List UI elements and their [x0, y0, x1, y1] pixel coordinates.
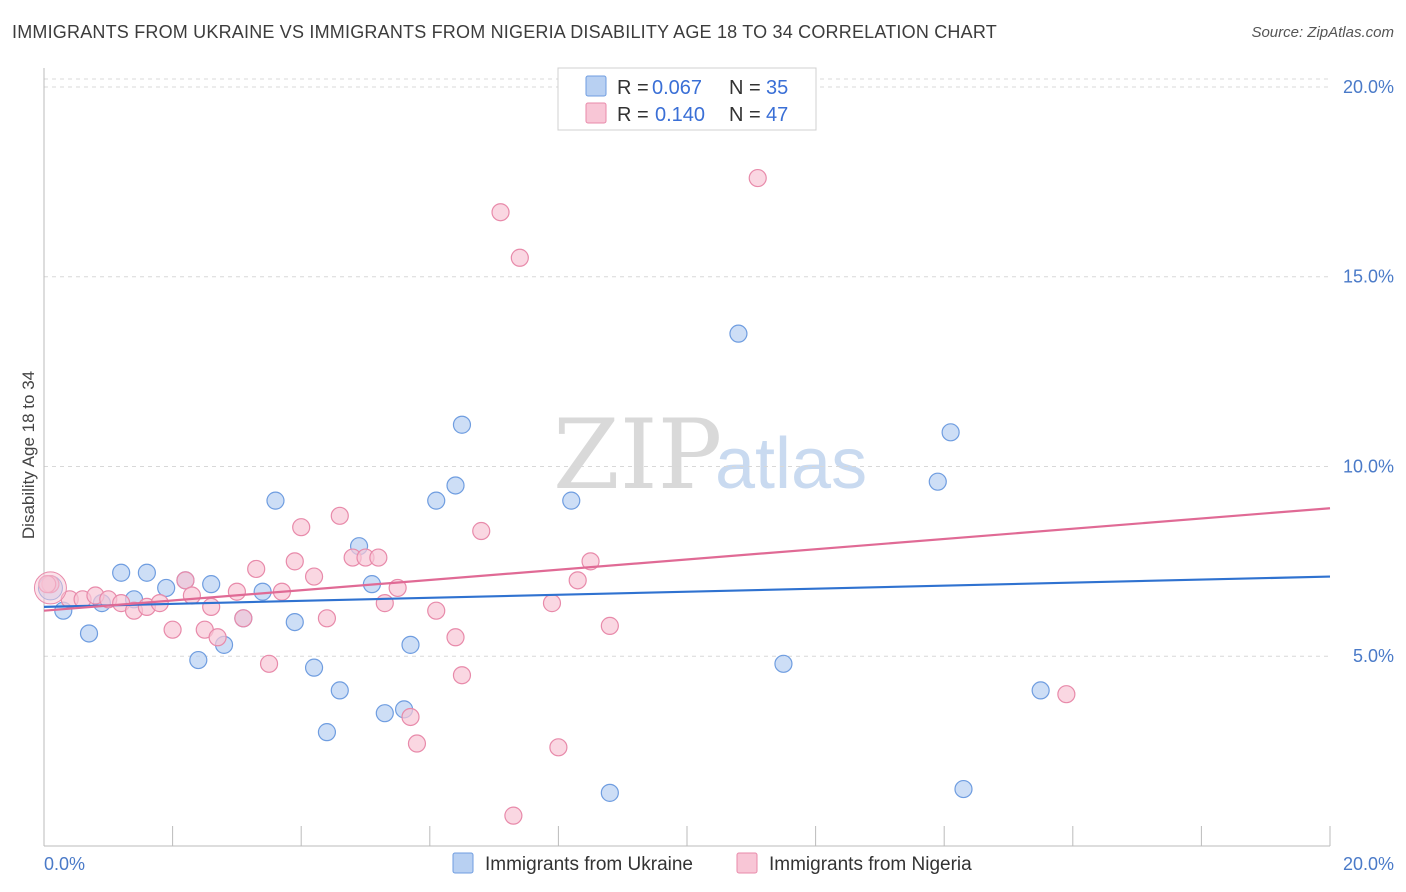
legend-ukraine-n-label: N = [729, 77, 761, 99]
point-nigeria [330, 506, 349, 525]
point-nigeria [472, 521, 491, 541]
legend-ukraine-n-value: 35 [766, 77, 788, 99]
point-nigeria [234, 609, 253, 628]
point-nigeria [446, 628, 465, 647]
trend-line-ukraine [43, 575, 1331, 609]
source-credit: Source: ZipAtlas.com [1251, 24, 1394, 41]
point-ukraine [954, 779, 973, 799]
legend-swatch-nigeria [585, 102, 607, 124]
point-ukraine [317, 723, 337, 742]
watermark-atlas: atlas [715, 424, 867, 504]
point-nigeria [369, 548, 388, 567]
point-nigeria [176, 571, 195, 590]
bottom-legend-ukraine: Immigrants from Ukraine [485, 854, 693, 875]
point-nigeria [304, 567, 324, 586]
y-tick-label: 10.0% [1343, 456, 1394, 476]
point-nigeria [427, 601, 446, 620]
point-ukraine [330, 681, 349, 700]
trend-line-nigeria [43, 507, 1331, 612]
point-ukraine [562, 491, 581, 510]
point-ukraine [1031, 681, 1050, 700]
point-nigeria [247, 559, 266, 579]
y-tick-label: 15.0% [1343, 267, 1394, 287]
point-ukraine [112, 563, 131, 582]
point-ukraine [928, 472, 947, 491]
point-nigeria [491, 203, 510, 222]
point-nigeria [182, 586, 201, 605]
point-nigeria [581, 552, 600, 571]
point-ukraine [266, 491, 285, 510]
point-nigeria [208, 628, 227, 647]
point-ukraine [157, 578, 176, 598]
bottom-legend-nigeria: Immigrants from Nigeria [769, 854, 972, 875]
point-ukraine [452, 415, 472, 434]
point-nigeria [259, 654, 279, 673]
cluster-bubble-nigeria [33, 571, 67, 605]
point-ukraine [375, 704, 394, 723]
legend-swatch-ukraine [585, 75, 607, 97]
series-nigeria-points [33, 168, 1076, 825]
point-ukraine [79, 624, 99, 643]
bottom-legend-swatch-nigeria [736, 852, 758, 874]
y-tick-label: 20.0% [1343, 77, 1394, 97]
point-ukraine [285, 612, 304, 632]
point-nigeria [452, 666, 472, 685]
x-tick-label-max: 20.0% [1343, 854, 1394, 874]
point-ukraine [304, 658, 324, 677]
legend-ukraine-r-label: R = [617, 77, 649, 99]
legend-nigeria-n-label: N = [729, 104, 761, 126]
chart-title: IMMIGRANTS FROM UKRAINE VS IMMIGRANTS FR… [12, 22, 997, 42]
point-ukraine [941, 423, 960, 442]
point-nigeria [375, 594, 394, 613]
point-nigeria [285, 552, 304, 571]
legend-nigeria-r-value: 0.140 [655, 104, 705, 126]
grid-lines [44, 78, 1330, 657]
point-nigeria [292, 518, 311, 537]
point-ukraine [600, 783, 619, 802]
y-axis-label: Disability Age 18 to 34 [19, 371, 38, 539]
point-ukraine [446, 476, 465, 495]
point-ukraine [427, 491, 446, 510]
point-nigeria [202, 597, 221, 617]
legend-nigeria-n-value: 47 [766, 104, 788, 126]
legend-ukraine-r-value: 0.067 [652, 77, 702, 99]
point-nigeria [401, 707, 420, 727]
point-ukraine [401, 635, 420, 654]
y-tick-labels: 5.0% 10.0% 15.0% 20.0% [1343, 77, 1394, 666]
point-ukraine [189, 650, 208, 670]
watermark: ZIP atlas [553, 399, 867, 511]
legend-nigeria-r-label: R = [617, 104, 649, 126]
trend-lines [43, 507, 1331, 612]
point-nigeria [163, 620, 182, 639]
point-nigeria [600, 616, 619, 635]
stats-legend: R = 0.067 N = 35 R = 0.140 N = 47 [557, 67, 817, 131]
bottom-legend-swatch-ukraine [452, 852, 474, 874]
point-nigeria [510, 248, 529, 267]
series-legend: Immigrants from Ukraine Immigrants from … [452, 852, 972, 875]
point-nigeria [317, 609, 337, 628]
point-nigeria [748, 168, 767, 188]
point-nigeria [407, 734, 427, 753]
point-ukraine [774, 654, 793, 673]
point-ukraine [729, 324, 748, 343]
watermark-zip: ZIP [553, 399, 722, 511]
point-ukraine [137, 563, 156, 582]
point-nigeria [1057, 685, 1076, 704]
point-nigeria [542, 594, 562, 613]
point-nigeria [549, 738, 568, 757]
x-tick-marks [43, 826, 1331, 846]
series-ukraine-points [37, 324, 1050, 802]
point-nigeria [568, 571, 587, 590]
point-nigeria [504, 806, 523, 825]
y-tick-label: 5.0% [1353, 646, 1394, 666]
point-nigeria [227, 582, 246, 601]
x-tick-label-min: 0.0% [44, 854, 85, 874]
point-ukraine [202, 575, 221, 594]
